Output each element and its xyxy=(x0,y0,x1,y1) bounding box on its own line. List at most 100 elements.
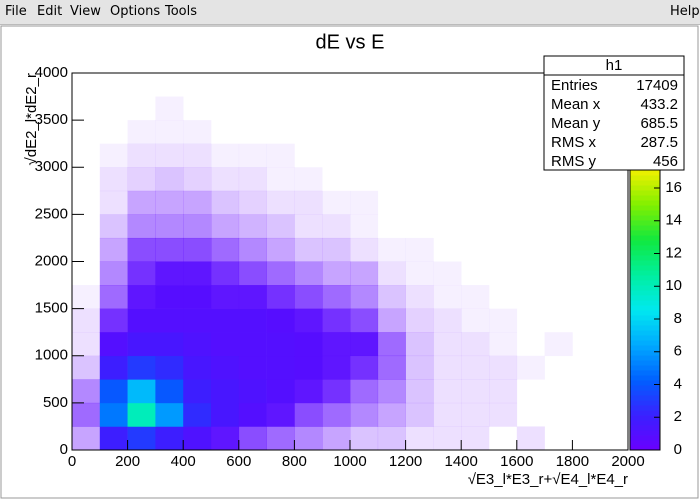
palette-step xyxy=(630,315,660,321)
heatmap-cell xyxy=(155,332,184,357)
heatmap-cell xyxy=(211,285,240,309)
heatmap-cell xyxy=(211,190,240,215)
palette-step xyxy=(630,250,660,256)
heatmap-cell xyxy=(516,355,545,380)
palette-step xyxy=(630,440,660,446)
heatmap-cell xyxy=(461,285,490,309)
palette-step xyxy=(630,275,660,281)
heatmap-cell xyxy=(155,120,184,144)
heatmap-cell xyxy=(489,355,518,380)
palette-step xyxy=(630,210,660,216)
palette-step xyxy=(630,355,660,361)
palette-step xyxy=(630,335,660,341)
palette-step xyxy=(630,415,660,421)
heatmap-cell xyxy=(322,214,351,239)
heatmap-cell xyxy=(72,426,101,451)
heatmap-cell xyxy=(350,190,379,215)
heatmap-cell xyxy=(183,120,212,144)
heatmap-cell xyxy=(266,214,295,239)
palette-step xyxy=(630,200,660,206)
heatmap-cell xyxy=(155,167,184,192)
heatmap-cell xyxy=(433,308,462,333)
heatmap-cell xyxy=(350,355,379,380)
heatmap-cell xyxy=(294,167,323,192)
palette-step xyxy=(630,330,660,336)
heatmap-cell xyxy=(266,355,295,380)
heatmap-cell xyxy=(155,190,184,215)
heatmap-cell xyxy=(127,190,156,215)
stats-label: Mean x xyxy=(551,96,601,113)
palette-step xyxy=(630,230,660,236)
heatmap-cell xyxy=(238,332,267,357)
heatmap-cell xyxy=(266,285,295,309)
heatmap-cell xyxy=(405,261,434,286)
y-tick-label: 4000 xyxy=(35,64,68,81)
menu-item[interactable]: Edit xyxy=(37,4,63,19)
heatmap-cell xyxy=(211,143,240,168)
menu-item[interactable]: Help xyxy=(670,4,700,19)
palette-step xyxy=(630,190,660,196)
palette-step xyxy=(630,385,660,391)
heatmap-cell xyxy=(405,332,434,357)
menu-item[interactable]: View xyxy=(70,4,101,19)
palette-step xyxy=(630,255,660,261)
x-tick-label: 2000 xyxy=(611,453,644,470)
menu-item[interactable]: Options xyxy=(110,4,161,19)
palette-step xyxy=(630,320,660,326)
menu-item[interactable]: File xyxy=(5,4,27,19)
heatmap-cell xyxy=(266,143,295,168)
menu-item[interactable]: Tools xyxy=(165,4,198,19)
heatmap-cell xyxy=(183,426,212,451)
heatmap-cell xyxy=(211,379,240,404)
stats-value: 287.5 xyxy=(640,134,678,151)
heatmap-cell xyxy=(405,402,434,427)
heatmap-cell xyxy=(405,379,434,404)
heatmap-cell xyxy=(322,355,351,380)
heatmap-cell xyxy=(211,214,240,239)
heatmap-cell xyxy=(405,237,434,262)
palette-step xyxy=(630,350,660,356)
heatmap-cell xyxy=(405,355,434,380)
palette-step xyxy=(630,445,660,451)
heatmap-cell xyxy=(155,214,184,239)
heatmap-cell xyxy=(99,308,128,333)
y-tick-label: 0 xyxy=(60,441,68,458)
heatmap-cell xyxy=(350,285,379,309)
palette-step xyxy=(630,425,660,431)
heatmap-cell xyxy=(322,261,351,286)
heatmap-cell xyxy=(99,190,128,215)
palette-step xyxy=(630,345,660,351)
heatmap-cell xyxy=(238,426,267,451)
palette-step xyxy=(630,270,660,276)
heatmap-cell xyxy=(183,167,212,192)
heatmap-cell xyxy=(238,214,267,239)
heatmap-cell xyxy=(294,308,323,333)
heatmap-cell xyxy=(72,332,101,357)
heatmap-cell xyxy=(433,355,462,380)
heatmap-cell xyxy=(350,261,379,286)
heatmap-cell xyxy=(294,214,323,239)
heatmap-cell xyxy=(183,214,212,239)
heatmap-cell xyxy=(377,402,406,427)
chart-title: dE vs E xyxy=(316,31,385,53)
heatmap-cell xyxy=(350,426,379,451)
heatmap-cell xyxy=(489,402,518,427)
heatmap-cell xyxy=(461,332,490,357)
heatmap-cell xyxy=(461,379,490,404)
x-tick-label: 1600 xyxy=(500,453,533,470)
heatmap-cell xyxy=(238,402,267,427)
heatmap-cell xyxy=(238,355,267,380)
palette-step xyxy=(630,310,660,316)
x-tick-label: 1800 xyxy=(556,453,589,470)
heatmap-cell xyxy=(99,143,128,168)
heatmap-cell xyxy=(322,426,351,451)
heatmap-cell xyxy=(377,379,406,404)
heatmap-cell xyxy=(350,214,379,239)
heatmap-cell xyxy=(322,332,351,357)
heatmap-cell xyxy=(155,285,184,309)
heatmap-cell xyxy=(183,261,212,286)
heatmap-cell xyxy=(99,355,128,380)
x-tick-label: 0 xyxy=(68,453,76,470)
heatmap-cell xyxy=(127,332,156,357)
heatmap-cell xyxy=(238,190,267,215)
